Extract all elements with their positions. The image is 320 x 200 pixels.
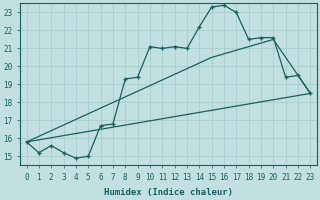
X-axis label: Humidex (Indice chaleur): Humidex (Indice chaleur) — [104, 188, 233, 197]
